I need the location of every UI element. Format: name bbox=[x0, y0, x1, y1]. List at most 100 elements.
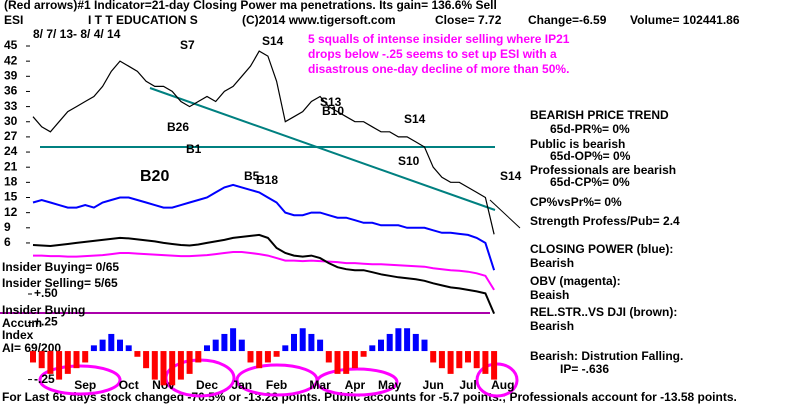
y-tick-label: 42 bbox=[4, 53, 18, 67]
y-tick-label: 9 bbox=[4, 220, 11, 234]
date-range: 8/ 7/ 13- 8/ 4/ 14 bbox=[33, 27, 121, 41]
cp-legend: CLOSING POWER (blue): bbox=[530, 242, 673, 256]
signal-label: B5 bbox=[244, 169, 260, 183]
accum-bar bbox=[134, 351, 141, 357]
op: 65d-OP%= 0% bbox=[550, 149, 631, 163]
x-tick-label: Mar bbox=[309, 378, 331, 392]
ai-label: AI= 69/200 bbox=[2, 341, 61, 355]
public: Public is bearish bbox=[530, 137, 625, 151]
accum-bar bbox=[273, 351, 280, 357]
obv-legend: OBV (magenta): bbox=[530, 274, 621, 288]
signal-label: S13 bbox=[320, 95, 342, 109]
accum-bar bbox=[386, 333, 393, 352]
pr: 65d-PR%= 0% bbox=[550, 122, 630, 136]
accum-bar bbox=[160, 351, 167, 386]
signal-label: S14 bbox=[404, 112, 426, 126]
y-tick-label: 18 bbox=[4, 175, 18, 189]
signal-label: S14 bbox=[262, 34, 284, 48]
series-line bbox=[32, 233, 496, 314]
accum-bar bbox=[465, 351, 471, 363]
accum-bar bbox=[430, 351, 437, 363]
y-tick-label: 30 bbox=[4, 114, 18, 128]
accum-bar bbox=[447, 351, 454, 374]
accum-bar bbox=[82, 351, 89, 363]
accum-bar bbox=[143, 351, 150, 369]
obv-state: Beaish bbox=[530, 288, 569, 302]
accum-bar bbox=[343, 351, 350, 374]
accum-bar bbox=[108, 333, 115, 352]
accum-bar bbox=[264, 351, 271, 363]
accum-bar bbox=[230, 328, 237, 352]
x-tick-label: Feb bbox=[266, 378, 287, 392]
signal-label: S7 bbox=[180, 38, 195, 52]
x-tick-label: Jul bbox=[459, 378, 476, 392]
series-line bbox=[33, 251, 495, 291]
insider-label: Insider Buying bbox=[2, 303, 85, 317]
index-label: Index bbox=[2, 328, 34, 342]
accum-bar bbox=[438, 351, 445, 369]
footer: For Last 65 days stock changed -70.5% or… bbox=[2, 390, 737, 404]
ip: IP= -.636 bbox=[560, 362, 609, 376]
accum-bar bbox=[212, 339, 219, 352]
accum-bar bbox=[64, 351, 71, 374]
y-tick-label: 45 bbox=[4, 38, 18, 52]
signal-label: S10 bbox=[398, 154, 420, 168]
cpvspr: CP%vsPr%= 0% bbox=[530, 195, 622, 209]
insider-buying: Insider Buying= 0/65 bbox=[2, 260, 119, 274]
comment: disastrous one-day decline of more than … bbox=[308, 62, 569, 76]
accum-bar bbox=[282, 345, 289, 352]
accum-bar bbox=[169, 351, 176, 386]
accum-bar bbox=[99, 339, 106, 352]
accum-bar bbox=[404, 328, 411, 352]
insider-selling: Insider Selling= 5/65 bbox=[2, 276, 118, 290]
signal-label: B10 bbox=[322, 104, 344, 118]
accum-bar bbox=[369, 345, 376, 352]
indicator-line: (Red arrows)#1 Indicator=21-day Closing … bbox=[4, 0, 497, 12]
accum-bar bbox=[177, 351, 184, 380]
accum-bar bbox=[351, 351, 358, 369]
x-tick-label: May bbox=[378, 378, 402, 392]
accum-bar bbox=[247, 351, 254, 363]
trend: BEARISH PRICE TREND bbox=[530, 108, 669, 122]
y-tick-label: 15 bbox=[4, 190, 18, 204]
y-tick-label: 39 bbox=[4, 68, 18, 82]
accum-bar bbox=[204, 345, 210, 352]
y-tick-label: +.50 bbox=[34, 286, 58, 300]
accum-bar bbox=[90, 345, 97, 352]
rs-state: Bearish bbox=[530, 319, 574, 333]
x-tick-label: Oct bbox=[119, 378, 139, 392]
signal-label: B26 bbox=[167, 120, 189, 134]
accum-bar bbox=[256, 351, 263, 369]
x-tick-label: Jan bbox=[231, 378, 252, 392]
accum-bar bbox=[308, 333, 315, 352]
accum-bar bbox=[195, 351, 202, 363]
ai-state: Bearish: Distrution Falling. bbox=[530, 349, 683, 363]
accum-label: Accum bbox=[2, 316, 42, 330]
y-tick-label: 33 bbox=[4, 99, 18, 113]
change: Change=-6.59 bbox=[528, 13, 607, 27]
y-tick-label: -.25 bbox=[34, 372, 55, 386]
comment: drops below -.25 seems to set up ESI wit… bbox=[308, 47, 557, 61]
y-tick-label: 21 bbox=[4, 159, 18, 173]
accum-bar bbox=[117, 339, 123, 352]
accum-bar bbox=[291, 333, 297, 352]
volume: Volume= 102441.86 bbox=[630, 13, 740, 27]
signal-label: B20 bbox=[140, 168, 169, 185]
signal-label: S14 bbox=[500, 169, 522, 183]
accum-bar bbox=[38, 351, 45, 369]
accum-bar bbox=[221, 333, 228, 352]
x-tick-label: Sep bbox=[74, 378, 96, 392]
trend-line bbox=[149, 87, 496, 211]
cp-state: Bearish bbox=[530, 256, 574, 270]
symbol: ESI bbox=[4, 13, 23, 27]
source: (C)2014 www.tigersoft.com bbox=[242, 13, 396, 27]
y-tick-label: 27 bbox=[4, 129, 18, 143]
accum-bar bbox=[299, 328, 306, 352]
accum-bar bbox=[421, 339, 428, 352]
accum-bar bbox=[317, 339, 324, 352]
accum-bar bbox=[378, 339, 384, 352]
close: Close= 7.72 bbox=[435, 13, 502, 27]
comment: 5 squalls of intense insider selling whe… bbox=[308, 32, 570, 46]
pros: Professionals are bearish bbox=[530, 163, 676, 177]
accum-bar bbox=[151, 351, 158, 380]
